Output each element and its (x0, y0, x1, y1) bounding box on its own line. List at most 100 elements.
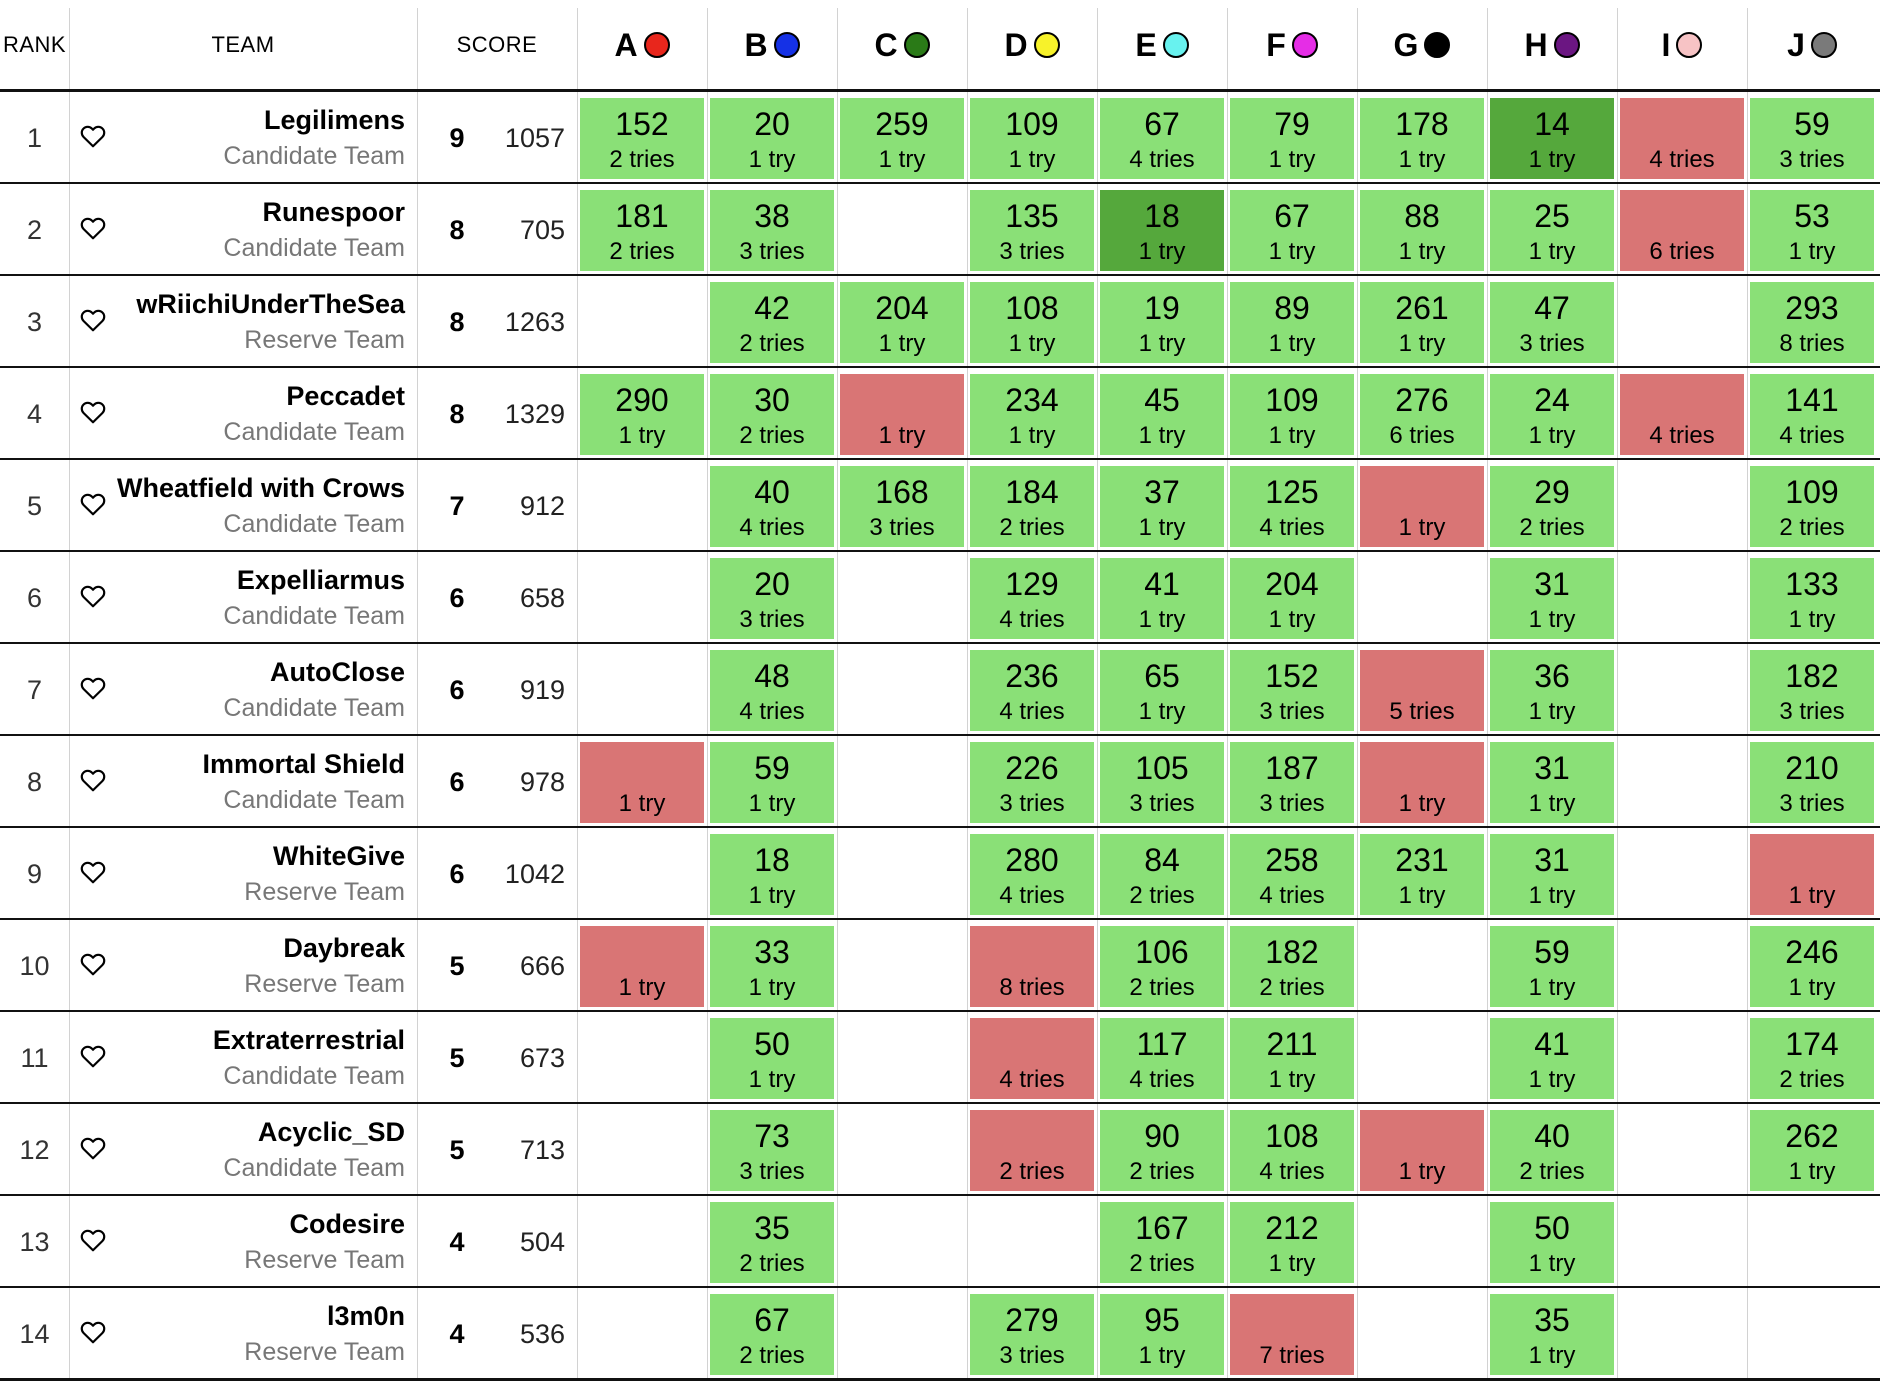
problem-result-a[interactable]: 1 try (580, 742, 704, 823)
problem-result-b[interactable]: 40 4 tries (710, 466, 834, 547)
team-cell[interactable]: l3m0n Reserve Team (116, 1288, 417, 1380)
header-team[interactable]: TEAM (211, 32, 275, 57)
team-cell[interactable]: Immortal Shield Candidate Team (116, 736, 417, 828)
problem-result-d[interactable]: 184 2 tries (970, 466, 1094, 547)
header-rank[interactable]: RANK (2, 32, 67, 57)
problem-result-f[interactable]: 182 2 tries (1230, 926, 1354, 1007)
problem-result-j[interactable]: 59 3 tries (1750, 98, 1874, 179)
problem-result-h[interactable]: 36 1 try (1490, 650, 1614, 731)
problem-result-g[interactable]: 1 try (1360, 1110, 1484, 1191)
problem-result-g[interactable]: 88 1 try (1360, 190, 1484, 271)
problem-result-d[interactable]: 108 1 try (970, 282, 1094, 363)
problem-result-f[interactable]: 258 4 tries (1230, 834, 1354, 915)
problem-result-a[interactable]: 290 1 try (580, 374, 704, 455)
problem-result-f[interactable]: 211 1 try (1230, 1018, 1354, 1099)
problem-header-h[interactable]: H (1487, 0, 1617, 90)
problem-result-g[interactable]: 1 try (1360, 742, 1484, 823)
team-cell[interactable]: Daybreak Reserve Team (116, 920, 417, 1012)
favorite-button[interactable] (69, 1196, 116, 1288)
problem-result-e[interactable]: 65 1 try (1100, 650, 1224, 731)
team-cell[interactable]: Runespoor Candidate Team (116, 184, 417, 276)
problem-result-c[interactable]: 1 try (840, 374, 964, 455)
problem-result-g[interactable]: 5 tries (1360, 650, 1484, 731)
problem-result-a[interactable]: 1 try (580, 926, 704, 1007)
problem-result-b[interactable]: 73 3 tries (710, 1110, 834, 1191)
team-cell[interactable]: Expelliarmus Candidate Team (116, 552, 417, 644)
problem-result-e[interactable]: 18 1 try (1100, 190, 1224, 271)
problem-result-d[interactable]: 2 tries (970, 1110, 1094, 1191)
problem-result-f[interactable]: 109 1 try (1230, 374, 1354, 455)
problem-result-b[interactable]: 18 1 try (710, 834, 834, 915)
problem-result-h[interactable]: 25 1 try (1490, 190, 1614, 271)
problem-result-h[interactable]: 35 1 try (1490, 1294, 1614, 1375)
team-cell[interactable]: Peccadet Candidate Team (116, 368, 417, 460)
problem-result-h[interactable]: 47 3 tries (1490, 282, 1614, 363)
problem-result-e[interactable]: 45 1 try (1100, 374, 1224, 455)
problem-result-b[interactable]: 50 1 try (710, 1018, 834, 1099)
problem-result-e[interactable]: 105 3 tries (1100, 742, 1224, 823)
problem-header-g[interactable]: G (1357, 0, 1487, 90)
problem-result-e[interactable]: 37 1 try (1100, 466, 1224, 547)
problem-header-e[interactable]: E (1097, 0, 1227, 90)
problem-result-e[interactable]: 117 4 tries (1100, 1018, 1224, 1099)
problem-result-f[interactable]: 125 4 tries (1230, 466, 1354, 547)
problem-result-b[interactable]: 42 2 tries (710, 282, 834, 363)
problem-header-a[interactable]: A (577, 0, 707, 90)
problem-result-j[interactable]: 210 3 tries (1750, 742, 1874, 823)
problem-result-i[interactable]: 6 tries (1620, 190, 1744, 271)
favorite-button[interactable] (69, 736, 116, 828)
problem-result-h[interactable]: 50 1 try (1490, 1202, 1614, 1283)
problem-result-b[interactable]: 35 2 tries (710, 1202, 834, 1283)
team-cell[interactable]: Codesire Reserve Team (116, 1196, 417, 1288)
problem-result-d[interactable]: 280 4 tries (970, 834, 1094, 915)
problem-result-e[interactable]: 90 2 tries (1100, 1110, 1224, 1191)
problem-result-j[interactable]: 109 2 tries (1750, 466, 1874, 547)
problem-result-e[interactable]: 41 1 try (1100, 558, 1224, 639)
problem-result-g[interactable]: 1 try (1360, 466, 1484, 547)
problem-result-d[interactable]: 4 tries (970, 1018, 1094, 1099)
favorite-button[interactable] (69, 644, 116, 736)
favorite-button[interactable] (69, 552, 116, 644)
favorite-button[interactable] (69, 92, 116, 184)
problem-result-c[interactable]: 168 3 tries (840, 466, 964, 547)
problem-result-i[interactable]: 4 tries (1620, 374, 1744, 455)
problem-result-e[interactable]: 67 4 tries (1100, 98, 1224, 179)
problem-result-f[interactable]: 89 1 try (1230, 282, 1354, 363)
favorite-button[interactable] (69, 920, 116, 1012)
problem-header-j[interactable]: J (1747, 0, 1877, 90)
problem-result-j[interactable]: 133 1 try (1750, 558, 1874, 639)
team-cell[interactable]: Extraterrestrial Candidate Team (116, 1012, 417, 1104)
problem-result-f[interactable]: 79 1 try (1230, 98, 1354, 179)
problem-result-b[interactable]: 30 2 tries (710, 374, 834, 455)
favorite-button[interactable] (69, 368, 116, 460)
team-cell[interactable]: AutoClose Candidate Team (116, 644, 417, 736)
problem-result-j[interactable]: 174 2 tries (1750, 1018, 1874, 1099)
problem-result-j[interactable]: 1 try (1750, 834, 1874, 915)
problem-result-h[interactable]: 31 1 try (1490, 742, 1614, 823)
problem-result-h[interactable]: 24 1 try (1490, 374, 1614, 455)
problem-result-f[interactable]: 204 1 try (1230, 558, 1354, 639)
problem-header-b[interactable]: B (707, 0, 837, 90)
problem-result-b[interactable]: 48 4 tries (710, 650, 834, 731)
problem-result-e[interactable]: 84 2 tries (1100, 834, 1224, 915)
problem-result-d[interactable]: 236 4 tries (970, 650, 1094, 731)
problem-result-d[interactable]: 8 tries (970, 926, 1094, 1007)
problem-result-g[interactable]: 261 1 try (1360, 282, 1484, 363)
problem-result-i[interactable]: 4 tries (1620, 98, 1744, 179)
problem-header-i[interactable]: I (1617, 0, 1747, 90)
favorite-button[interactable] (69, 1104, 116, 1196)
problem-header-d[interactable]: D (967, 0, 1097, 90)
problem-result-h[interactable]: 14 1 try (1490, 98, 1614, 179)
favorite-button[interactable] (69, 184, 116, 276)
problem-result-h[interactable]: 31 1 try (1490, 558, 1614, 639)
problem-result-f[interactable]: 187 3 tries (1230, 742, 1354, 823)
team-cell[interactable]: Legilimens Candidate Team (116, 92, 417, 184)
problem-result-c[interactable]: 204 1 try (840, 282, 964, 363)
team-cell[interactable]: Wheatfield with Crows Candidate Team (116, 460, 417, 552)
favorite-button[interactable] (69, 276, 116, 368)
team-cell[interactable]: WhiteGive Reserve Team (116, 828, 417, 920)
problem-result-e[interactable]: 95 1 try (1100, 1294, 1224, 1375)
problem-result-a[interactable]: 181 2 tries (580, 190, 704, 271)
favorite-button[interactable] (69, 828, 116, 920)
problem-result-h[interactable]: 41 1 try (1490, 1018, 1614, 1099)
